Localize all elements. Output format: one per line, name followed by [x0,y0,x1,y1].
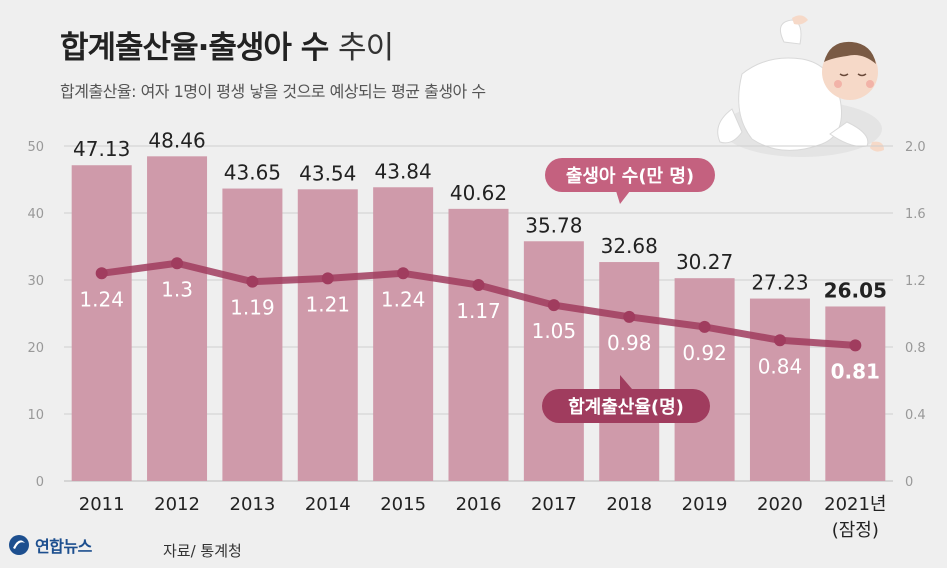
x-tick-label: 2016 [456,494,502,515]
right-tick-label: 1.2 [905,274,926,289]
bar-value-label: 30.27 [676,250,733,274]
line-point [246,275,259,288]
left-tick-label: 40 [27,207,44,222]
line-series [95,257,862,352]
bar [825,306,886,481]
line-value-label: 0.98 [607,331,652,355]
line-point [321,272,334,285]
line-point [849,339,862,352]
x-tick-label: 2013 [230,494,276,515]
x-tick-label: 2015 [380,494,426,515]
line-value-label: 1.24 [381,287,426,311]
bar-value-label: 47.13 [73,137,130,161]
line-point [95,267,108,280]
legend-births-label: 출생아 수(만 명) [566,166,694,187]
left-axis: 0 10 20 30 40 50 [27,140,44,490]
line-point [773,334,786,347]
bar-value-label: 26.05 [824,278,887,302]
line-point [472,279,485,292]
left-tick-label: 20 [27,341,44,356]
x-tick-label: 2018 [606,494,652,515]
right-tick-label: 0 [905,475,913,490]
x-tick-label: 2020 [757,494,803,515]
bar [71,165,132,481]
x-tick-label: 2011 [79,494,125,515]
line-point [547,299,560,312]
x-tick-label: 2014 [305,494,351,515]
legend-births-pointer [616,191,630,204]
chart-title-main: 합계출산율·출생아 수 [60,30,329,66]
bar-value-label: 32.68 [601,234,658,258]
bar-value-label: 40.62 [450,181,507,205]
line-value-label: 1.19 [230,296,275,320]
right-tick-label: 0.4 [905,408,926,423]
legend-fertility-pointer [620,375,632,389]
chart-title: 합계출산율·출생아 수 추이 [60,22,394,67]
bar [749,298,810,481]
line-point [698,320,711,333]
x-tick-note: (잠정) [832,520,879,541]
left-tick-label: 0 [36,475,44,490]
left-tick-label: 30 [27,274,44,289]
bar [297,189,358,482]
left-tick-label: 50 [27,140,44,155]
bar [599,262,660,481]
bar-value-label: 48.46 [148,128,205,152]
right-tick-label: 2.0 [905,140,926,155]
baby-illustration [717,15,884,157]
legend-fertility-label: 합계출산율(명) [568,396,684,418]
bar-series [71,156,886,482]
left-tick-label: 10 [27,408,44,423]
x-tick-label: 2019 [682,494,728,515]
line-value-label: 0.92 [682,341,727,365]
line-value-label: 1.24 [79,287,124,311]
bar [448,208,509,481]
line-value-label: 0.84 [758,354,803,378]
bar [674,278,735,481]
bar [373,187,434,481]
bar-value-label: 27.23 [751,271,808,295]
line-point [171,257,184,270]
bar-value-labels: 47.13 48.46 43.65 43.54 43.84 40.62 35.78 32.68… [73,128,887,302]
bar-value-label: 43.84 [375,159,432,183]
source-note: 자료/ 통계청 [163,542,242,560]
bar-value-label: 43.54 [299,161,356,185]
legend-callouts: 출생아 수(만 명) 합계출산율(명) [542,158,715,423]
bar-value-label: 43.65 [224,161,281,185]
line-value-label: 1.3 [161,277,193,301]
x-tick-label: 2012 [154,494,200,515]
line-value-label: 0.81 [831,359,880,383]
legend-fertility-box [542,389,710,423]
logo: 연합뉴스 [8,533,92,557]
x-axis: 2011 2012 2013 2014 2015 2016 2017 2018 2019 2020… [79,494,887,541]
line-point [623,310,636,323]
right-tick-label: 1.6 [905,207,926,222]
right-axis: 0 0.4 0.8 1.2 1.6 2.0 [905,140,926,490]
chart-title-suffix: 추이 [338,30,394,66]
x-tick-label: 2017 [531,494,577,515]
line-value-label: 1.05 [532,319,577,343]
logo-icon [9,535,29,555]
line-value-label: 1.17 [456,299,501,323]
bar [147,156,208,481]
line-point [397,267,410,280]
x-tick-label: 2021년 [824,494,886,515]
legend-births-box [545,158,715,192]
bar-value-label: 35.78 [525,213,582,237]
chart-subtitle: 합계출산율: 여자 1명이 평생 낳을 것으로 예상되는 평균 출생아 수 [60,82,486,101]
logo-text: 연합뉴스 [35,537,92,556]
line-value-labels: 1.24 1.3 1.19 1.21 1.24 1.17 1.05 0.98 0.92 0.84 0… [79,277,880,383]
bar [222,188,283,482]
bar [523,241,584,481]
line-value-label: 1.21 [306,292,351,316]
right-tick-label: 0.8 [905,341,926,356]
